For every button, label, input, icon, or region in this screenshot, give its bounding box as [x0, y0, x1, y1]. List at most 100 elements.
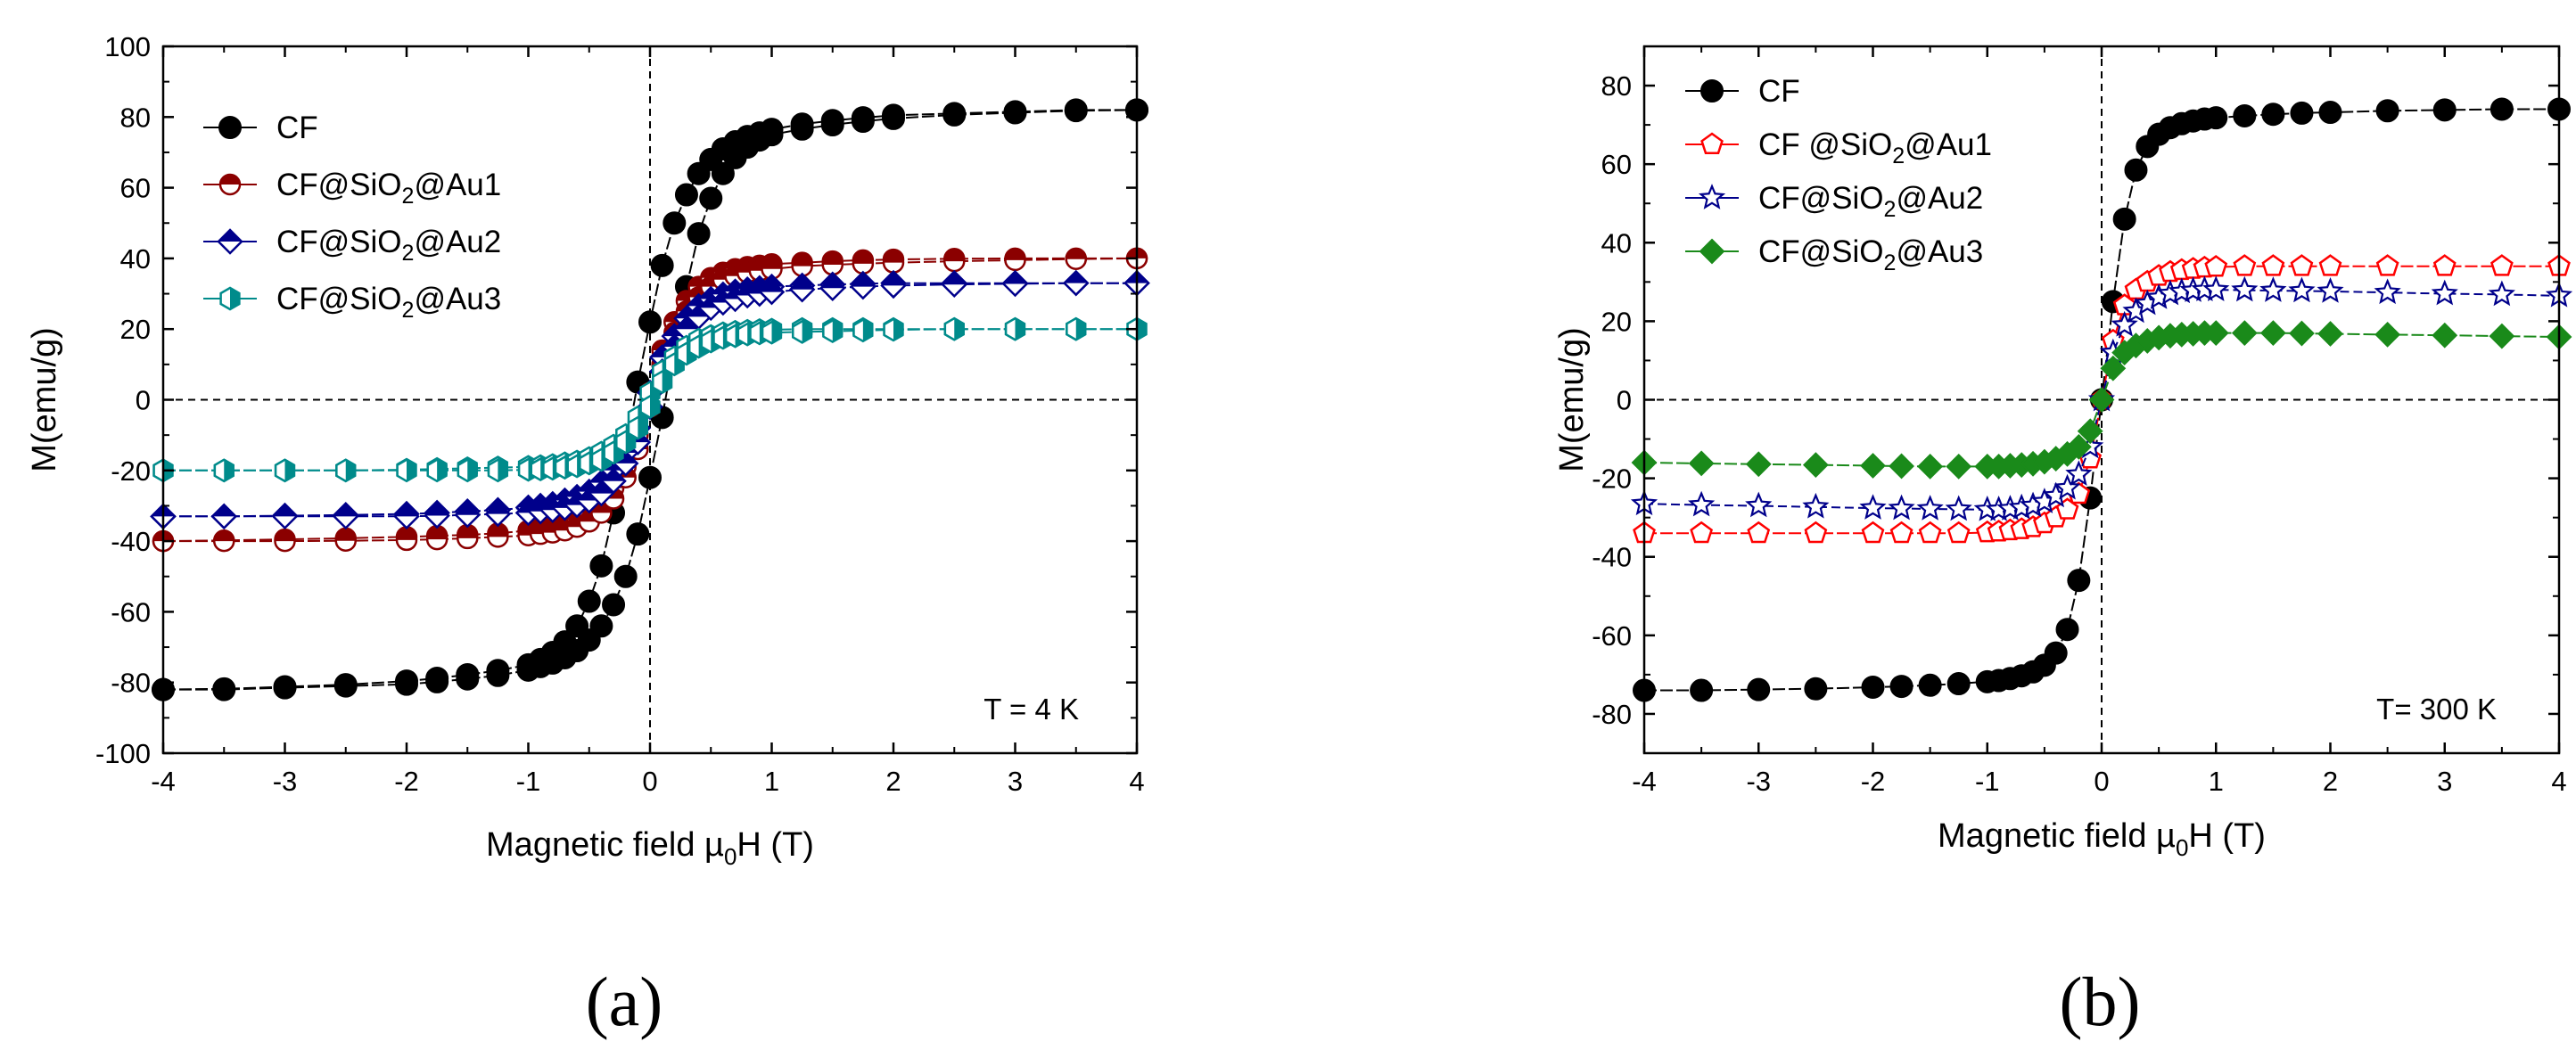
data-point — [627, 415, 648, 440]
data-point — [790, 117, 814, 141]
x-tick-label: 0 — [642, 766, 657, 797]
data-point — [2055, 618, 2079, 642]
legend-label-pre: CF@SiO — [1758, 181, 1884, 216]
data-point — [2112, 207, 2136, 231]
data-point — [1003, 101, 1027, 125]
data-point — [2288, 276, 2316, 303]
data-point — [1889, 453, 1914, 480]
data-point — [941, 271, 968, 299]
data-point — [600, 467, 627, 495]
legend-marker — [1698, 184, 1726, 209]
data-point — [2065, 433, 2092, 460]
data-point — [2432, 322, 2458, 349]
data-point — [2202, 320, 2229, 347]
data-point — [2375, 254, 2399, 276]
data-point — [273, 676, 297, 700]
data-point — [760, 123, 784, 147]
data-point — [1747, 521, 1771, 544]
x-title-main: Magnetic field µ — [486, 826, 724, 864]
legend-label-post: @Au1 — [414, 168, 501, 202]
x-title-subscript: 0 — [724, 843, 737, 870]
legend-label: CF @SiO2@Au1 — [1758, 127, 1992, 168]
data-point — [2289, 320, 2315, 347]
data-point — [1861, 521, 1885, 544]
data-point — [213, 529, 235, 553]
data-point — [335, 458, 357, 483]
data-point — [942, 103, 967, 127]
legend-label-pre: CF@SiO — [276, 168, 402, 202]
legend-item: CF@SiO2@Au2 — [1685, 181, 1983, 222]
data-point — [1946, 672, 1971, 696]
panel-b-x-axis-title: Magnetic field µ0H (T) — [1938, 817, 2266, 861]
data-point — [2317, 277, 2344, 303]
y-tick-label: -100 — [95, 738, 151, 769]
data-point — [2431, 279, 2458, 306]
data-point — [2111, 310, 2138, 337]
data-point — [1004, 249, 1026, 272]
data-point — [821, 253, 844, 276]
legend-label-sub: 2 — [402, 241, 415, 266]
data-point — [822, 319, 844, 344]
data-point — [2488, 280, 2515, 307]
legend-marker — [1700, 132, 1724, 154]
x-tick-label: 1 — [2209, 766, 2224, 797]
y-tick-label: -20 — [111, 455, 151, 487]
data-point — [2490, 97, 2514, 121]
data-point — [2204, 106, 2228, 130]
series-cf-sio2-au1 — [1633, 254, 2571, 544]
panel-a-label: (a) — [586, 963, 663, 1040]
y-tick-label: 60 — [1601, 149, 1632, 180]
series-cf — [152, 98, 1148, 701]
data-point — [210, 503, 238, 530]
legend-label-post: @Au2 — [414, 225, 501, 259]
data-point — [1804, 521, 1828, 544]
panel-b-label: (b) — [2060, 963, 2141, 1040]
data-point — [589, 554, 613, 578]
legend-label-sub: 2 — [402, 184, 415, 209]
legend-label: CF — [1758, 74, 1800, 109]
data-point — [1860, 453, 1886, 479]
data-point — [1804, 677, 1828, 701]
data-point — [1001, 270, 1029, 298]
data-point — [1918, 521, 1942, 544]
data-point — [454, 501, 481, 529]
data-point — [333, 674, 358, 698]
legend-label: CF@SiO2@Au2 — [1758, 181, 1983, 222]
panel-b-series-layer — [1630, 46, 2573, 753]
data-point — [1888, 494, 1915, 521]
data-point — [650, 253, 674, 277]
data-point — [393, 503, 420, 530]
legend-item: CF @SiO2@Au1 — [1685, 127, 1992, 168]
data-point — [1745, 451, 1772, 478]
y-tick-label: 40 — [120, 243, 151, 275]
data-point — [2490, 254, 2514, 276]
x-tick-label: -4 — [1632, 766, 1657, 797]
legend-label: CF@SiO2@Au1 — [276, 168, 501, 209]
data-point — [943, 250, 966, 273]
data-point — [761, 320, 783, 345]
data-point — [2259, 276, 2287, 302]
panel-a-axes: -4 -3 -2 -1 0 1 2 3 4 -100 -80 -60 -40 -20 0 20 40 60 80 10… — [95, 31, 1145, 797]
data-point — [2202, 275, 2230, 301]
data-point — [639, 394, 661, 419]
data-point — [395, 529, 418, 552]
data-point — [2088, 387, 2115, 413]
data-point — [1946, 453, 1972, 480]
data-point — [2318, 101, 2342, 125]
data-point — [334, 529, 357, 552]
y-tick-label: -40 — [111, 526, 151, 557]
panel-a-y-axis-title: M(emu/g) — [26, 327, 63, 472]
data-point — [2044, 641, 2068, 665]
data-point — [1688, 490, 1716, 517]
data-point — [1690, 678, 1714, 702]
data-point — [613, 564, 638, 588]
legend-label-post: @Au3 — [414, 282, 501, 316]
data-point — [1918, 673, 1942, 697]
data-point — [663, 211, 687, 235]
data-point — [820, 113, 844, 137]
data-point — [425, 669, 449, 693]
